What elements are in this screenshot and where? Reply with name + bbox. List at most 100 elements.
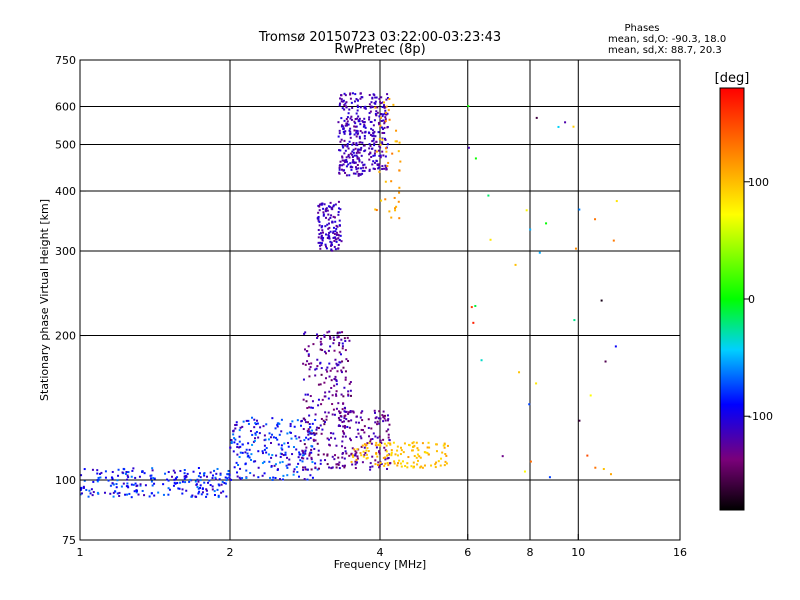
data-point	[423, 464, 426, 467]
data-point	[340, 98, 343, 101]
data-point	[328, 330, 331, 333]
x-axis-label: Frequency [MHz]	[334, 558, 426, 571]
data-point	[327, 397, 330, 400]
data-point	[295, 448, 298, 451]
data-point	[319, 203, 322, 206]
data-point	[333, 240, 336, 243]
data-point	[377, 121, 380, 124]
data-point	[308, 423, 311, 426]
data-point	[343, 103, 346, 106]
data-point	[292, 446, 295, 449]
data-point	[343, 420, 346, 423]
data-point	[394, 207, 397, 210]
data-point	[320, 417, 323, 420]
data-point	[337, 207, 340, 210]
data-point	[264, 438, 267, 441]
data-point	[435, 443, 438, 446]
data-point	[319, 348, 322, 351]
data-point	[79, 493, 82, 496]
data-point	[609, 473, 612, 476]
data-point	[79, 488, 82, 491]
data-point	[312, 439, 315, 442]
data-point	[375, 159, 378, 162]
data-point	[302, 378, 305, 381]
data-point	[317, 404, 320, 407]
data-point	[398, 217, 401, 220]
data-point	[418, 455, 421, 458]
data-point	[344, 144, 347, 147]
data-point	[284, 451, 287, 454]
data-point	[203, 481, 206, 484]
data-point	[304, 421, 307, 424]
data-point	[328, 226, 331, 229]
data-point	[344, 171, 347, 174]
data-point	[386, 461, 389, 464]
data-point	[302, 457, 305, 460]
data-point	[345, 418, 348, 421]
data-point	[384, 111, 387, 114]
data-point	[320, 403, 323, 406]
data-point	[292, 470, 295, 473]
data-point	[384, 180, 387, 183]
data-point	[557, 125, 560, 128]
data-point	[344, 149, 347, 152]
data-point	[398, 169, 401, 172]
data-point	[325, 208, 328, 211]
data-point	[378, 170, 381, 173]
data-point	[390, 216, 393, 219]
data-point	[355, 129, 358, 132]
data-point	[228, 476, 231, 479]
x-tick-label: 6	[464, 546, 471, 559]
data-point	[203, 472, 206, 475]
data-point	[319, 247, 322, 250]
data-point	[388, 97, 391, 100]
data-point	[378, 465, 381, 468]
data-point	[258, 432, 261, 435]
data-point	[399, 160, 402, 163]
data-point	[394, 209, 397, 212]
data-point	[319, 462, 322, 465]
data-point	[328, 466, 331, 469]
data-point	[341, 464, 344, 467]
data-point	[372, 137, 375, 140]
data-point	[236, 446, 239, 449]
data-point	[309, 426, 312, 429]
data-point	[130, 483, 133, 486]
data-point	[344, 94, 347, 97]
data-point	[199, 486, 202, 489]
data-point	[323, 350, 326, 353]
data-point	[314, 374, 317, 377]
data-point	[385, 444, 388, 447]
data-point	[470, 306, 473, 309]
data-point	[293, 425, 296, 428]
data-point	[349, 389, 352, 392]
data-point	[443, 442, 446, 445]
data-point	[222, 490, 225, 493]
data-point	[268, 460, 271, 463]
data-point	[280, 418, 283, 421]
data-point	[338, 331, 341, 334]
data-point	[261, 450, 264, 453]
data-point	[296, 471, 299, 474]
data-point	[217, 494, 220, 497]
data-point	[311, 406, 314, 409]
data-point	[548, 476, 551, 479]
data-point	[356, 104, 359, 107]
data-point	[411, 442, 414, 445]
data-point	[334, 454, 337, 457]
data-point	[318, 220, 321, 223]
data-point	[236, 453, 239, 456]
data-point	[340, 369, 343, 372]
data-point	[349, 97, 352, 100]
data-point	[308, 432, 311, 435]
data-point	[330, 241, 333, 244]
data-point	[354, 454, 357, 457]
data-point	[428, 446, 431, 449]
data-point	[379, 417, 382, 420]
data-point	[383, 417, 386, 420]
data-point	[361, 461, 364, 464]
data-point	[339, 419, 342, 422]
data-point	[312, 343, 315, 346]
data-point	[162, 483, 165, 486]
data-point	[304, 449, 307, 452]
